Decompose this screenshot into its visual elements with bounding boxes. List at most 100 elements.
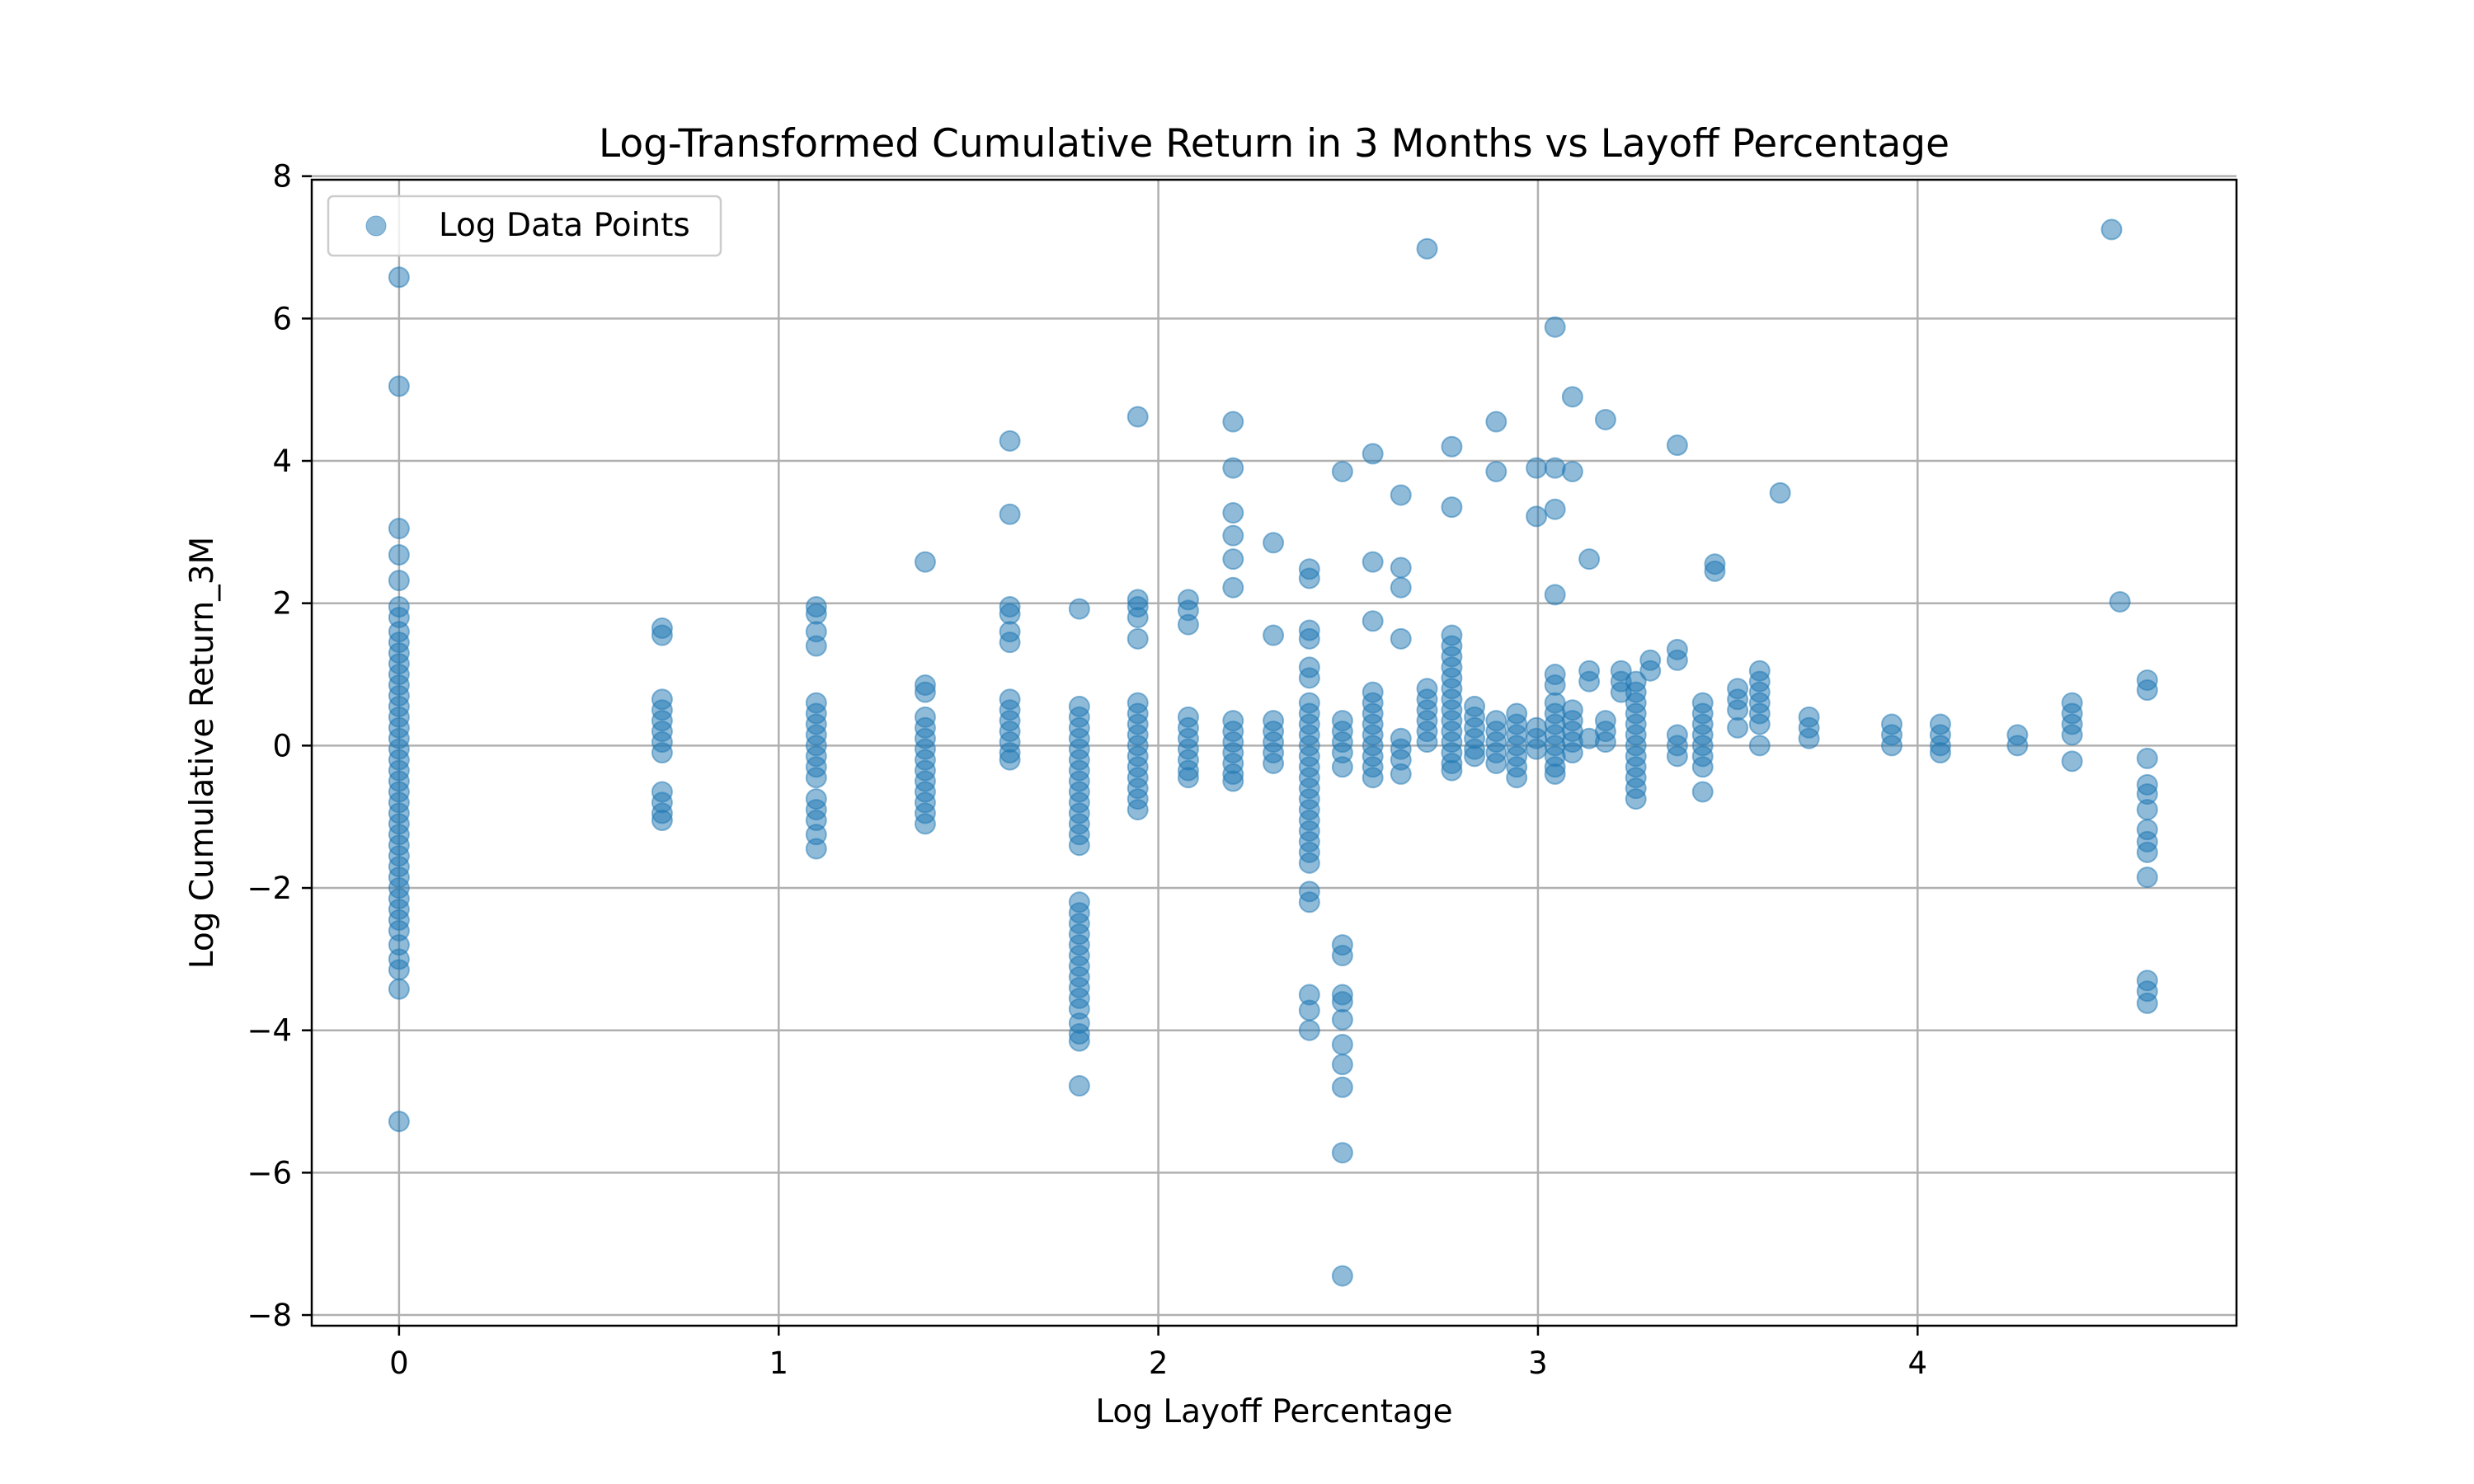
data-point	[1544, 316, 1566, 338]
y-tick-label: 6	[272, 301, 292, 336]
data-point	[1390, 627, 1412, 650]
data-point	[1263, 624, 1285, 646]
data-point	[1222, 548, 1244, 571]
data-point	[1177, 767, 1199, 789]
data-point	[388, 1111, 410, 1133]
data-point	[1526, 457, 1548, 479]
data-point	[1691, 781, 1714, 803]
data-point	[1362, 443, 1384, 465]
data-point	[1594, 408, 1616, 430]
data-point	[1544, 584, 1566, 606]
data-point	[1704, 560, 1726, 582]
plot-frame	[310, 178, 2238, 1327]
y-tick-label: 8	[272, 159, 292, 195]
data-point	[1331, 1142, 1353, 1164]
data-point	[1441, 496, 1463, 519]
data-point	[388, 959, 410, 981]
data-point	[999, 749, 1021, 771]
data-point	[1441, 759, 1463, 782]
data-point	[999, 632, 1021, 654]
y-tick-label: −2	[247, 871, 292, 906]
data-point	[651, 742, 673, 763]
data-point	[1544, 763, 1566, 785]
data-point	[1263, 752, 1285, 774]
data-point	[1544, 498, 1566, 520]
data-point	[1331, 991, 1353, 1013]
data-point	[914, 551, 936, 573]
data-point	[1390, 484, 1412, 506]
data-point	[388, 543, 410, 566]
y-tick-label: 0	[272, 728, 292, 763]
data-point	[1506, 767, 1528, 789]
y-tick-label: −4	[247, 1013, 292, 1049]
data-point	[1331, 1054, 1353, 1076]
data-point	[1485, 460, 1507, 482]
y-tick-label: 2	[272, 586, 292, 622]
x-tick-label: 0	[389, 1345, 409, 1381]
data-point	[1561, 386, 1583, 408]
data-point	[999, 430, 1021, 452]
data-point	[1639, 660, 1662, 682]
data-point	[1798, 727, 1820, 749]
data-point	[1544, 674, 1566, 696]
data-point	[1298, 627, 1320, 650]
data-points	[388, 218, 2158, 1287]
data-point	[651, 624, 673, 646]
legend: Log Data Points	[327, 195, 722, 257]
data-point	[1362, 551, 1384, 573]
data-point	[1126, 606, 1149, 628]
data-point	[2136, 679, 2158, 702]
data-point	[1331, 756, 1353, 778]
data-point	[805, 838, 827, 860]
data-point	[2136, 866, 2158, 889]
data-point	[1331, 945, 1353, 967]
data-point	[2061, 724, 2083, 746]
data-point	[2136, 747, 2158, 769]
data-point	[2136, 992, 2158, 1014]
data-point	[1561, 742, 1583, 763]
data-point	[805, 603, 827, 625]
data-point	[1691, 756, 1714, 778]
data-point	[1126, 799, 1149, 821]
data-point	[388, 570, 410, 592]
data-point	[1298, 667, 1320, 689]
data-point	[1222, 576, 1244, 599]
data-point	[1298, 567, 1320, 589]
data-point	[2136, 841, 2158, 863]
data-point	[1298, 1019, 1320, 1041]
data-point	[1748, 713, 1771, 735]
data-point	[1578, 548, 1601, 571]
data-point	[1222, 502, 1244, 524]
data-point	[999, 503, 1021, 525]
grid-lines	[312, 175, 2236, 1326]
data-point	[2109, 590, 2131, 613]
data-point	[1544, 457, 1566, 479]
data-point	[1126, 406, 1149, 428]
data-point	[1390, 576, 1412, 599]
data-point	[1390, 556, 1412, 579]
data-point	[1263, 532, 1285, 554]
data-point	[1362, 767, 1384, 789]
data-point	[1222, 411, 1244, 433]
data-point	[1526, 738, 1548, 760]
data-point	[1331, 1008, 1353, 1031]
data-point	[1666, 745, 1688, 768]
data-point	[388, 266, 410, 289]
data-point	[2006, 735, 2029, 757]
data-point	[914, 681, 936, 703]
data-point	[1068, 834, 1090, 857]
data-point	[1666, 649, 1688, 671]
y-tick-label: −8	[247, 1298, 292, 1333]
x-tick-label: 1	[769, 1345, 788, 1381]
data-point	[1298, 852, 1320, 874]
data-point	[1068, 1030, 1090, 1052]
legend-label: Log Data Points	[439, 207, 690, 244]
x-tick-label: 4	[1908, 1345, 1928, 1381]
data-point	[1222, 457, 1244, 479]
data-point	[1748, 735, 1771, 757]
data-point	[805, 635, 827, 657]
chart-title: Log-Transformed Cumulative Return in 3 M…	[599, 121, 1950, 167]
data-point	[1331, 1076, 1353, 1098]
legend-marker	[365, 215, 387, 237]
data-point	[1594, 731, 1616, 754]
